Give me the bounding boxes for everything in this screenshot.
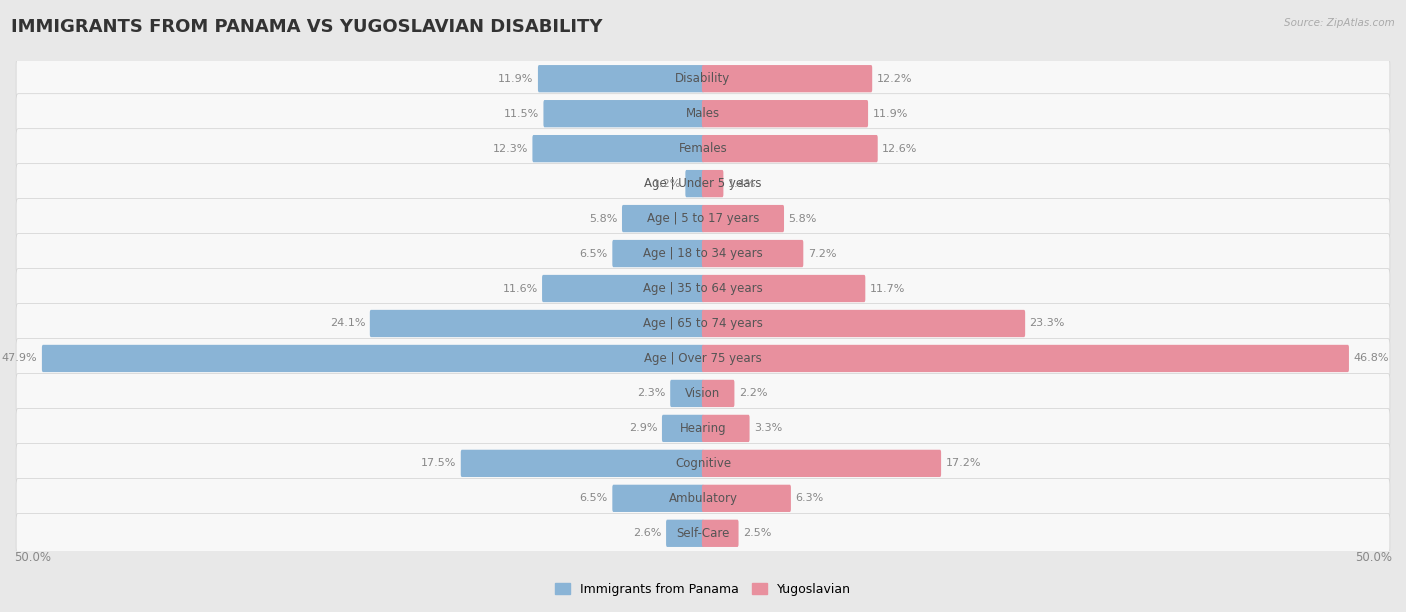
Text: 11.9%: 11.9%	[498, 73, 533, 84]
FancyBboxPatch shape	[15, 408, 1391, 449]
Text: 6.5%: 6.5%	[579, 248, 607, 258]
Text: Cognitive: Cognitive	[675, 457, 731, 470]
Text: 11.7%: 11.7%	[870, 283, 905, 294]
FancyBboxPatch shape	[15, 479, 1391, 518]
Text: 24.1%: 24.1%	[330, 318, 366, 329]
Text: 1.4%: 1.4%	[728, 179, 756, 188]
Text: 6.5%: 6.5%	[579, 493, 607, 503]
Text: 6.3%: 6.3%	[796, 493, 824, 503]
Text: 47.9%: 47.9%	[1, 354, 38, 364]
Text: 46.8%: 46.8%	[1354, 354, 1389, 364]
FancyBboxPatch shape	[702, 170, 724, 197]
FancyBboxPatch shape	[538, 65, 704, 92]
Legend: Immigrants from Panama, Yugoslavian: Immigrants from Panama, Yugoslavian	[550, 578, 856, 601]
FancyBboxPatch shape	[461, 450, 704, 477]
Text: Age | 5 to 17 years: Age | 5 to 17 years	[647, 212, 759, 225]
FancyBboxPatch shape	[702, 415, 749, 442]
FancyBboxPatch shape	[15, 234, 1391, 274]
FancyBboxPatch shape	[543, 275, 704, 302]
FancyBboxPatch shape	[15, 129, 1391, 168]
Text: 2.5%: 2.5%	[742, 528, 772, 539]
Text: Age | 35 to 64 years: Age | 35 to 64 years	[643, 282, 763, 295]
FancyBboxPatch shape	[42, 345, 704, 372]
FancyBboxPatch shape	[533, 135, 704, 162]
Text: 5.8%: 5.8%	[589, 214, 617, 223]
Text: 17.5%: 17.5%	[420, 458, 457, 468]
FancyBboxPatch shape	[15, 269, 1391, 308]
FancyBboxPatch shape	[702, 450, 941, 477]
Text: 5.8%: 5.8%	[789, 214, 817, 223]
Text: Age | Over 75 years: Age | Over 75 years	[644, 352, 762, 365]
FancyBboxPatch shape	[15, 199, 1391, 239]
FancyBboxPatch shape	[613, 485, 704, 512]
Text: Ambulatory: Ambulatory	[668, 492, 738, 505]
Text: 2.9%: 2.9%	[628, 424, 658, 433]
Text: 12.6%: 12.6%	[882, 144, 918, 154]
FancyBboxPatch shape	[702, 380, 734, 407]
Text: 2.6%: 2.6%	[633, 528, 662, 539]
FancyBboxPatch shape	[702, 310, 1025, 337]
FancyBboxPatch shape	[370, 310, 704, 337]
FancyBboxPatch shape	[15, 94, 1391, 133]
Text: 7.2%: 7.2%	[807, 248, 837, 258]
Text: Age | Under 5 years: Age | Under 5 years	[644, 177, 762, 190]
Text: 2.2%: 2.2%	[738, 389, 768, 398]
Text: 17.2%: 17.2%	[945, 458, 981, 468]
FancyBboxPatch shape	[666, 520, 704, 547]
Text: 50.0%: 50.0%	[1355, 551, 1392, 564]
FancyBboxPatch shape	[702, 240, 803, 267]
FancyBboxPatch shape	[702, 485, 792, 512]
FancyBboxPatch shape	[662, 415, 704, 442]
Text: 2.3%: 2.3%	[637, 389, 666, 398]
FancyBboxPatch shape	[702, 135, 877, 162]
FancyBboxPatch shape	[613, 240, 704, 267]
FancyBboxPatch shape	[15, 444, 1391, 483]
Text: Disability: Disability	[675, 72, 731, 85]
Text: IMMIGRANTS FROM PANAMA VS YUGOSLAVIAN DISABILITY: IMMIGRANTS FROM PANAMA VS YUGOSLAVIAN DI…	[11, 18, 603, 36]
FancyBboxPatch shape	[702, 205, 785, 232]
Text: Males: Males	[686, 107, 720, 120]
Text: 11.9%: 11.9%	[873, 109, 908, 119]
FancyBboxPatch shape	[15, 513, 1391, 553]
FancyBboxPatch shape	[15, 163, 1391, 204]
FancyBboxPatch shape	[702, 65, 872, 92]
FancyBboxPatch shape	[671, 380, 704, 407]
FancyBboxPatch shape	[702, 100, 868, 127]
Text: Source: ZipAtlas.com: Source: ZipAtlas.com	[1284, 18, 1395, 28]
Text: 23.3%: 23.3%	[1029, 318, 1064, 329]
FancyBboxPatch shape	[15, 338, 1391, 378]
FancyBboxPatch shape	[15, 373, 1391, 413]
Text: 50.0%: 50.0%	[14, 551, 51, 564]
FancyBboxPatch shape	[702, 275, 865, 302]
Text: 1.2%: 1.2%	[652, 179, 681, 188]
Text: 12.3%: 12.3%	[492, 144, 529, 154]
FancyBboxPatch shape	[544, 100, 704, 127]
FancyBboxPatch shape	[15, 304, 1391, 343]
Text: 11.6%: 11.6%	[502, 283, 537, 294]
Text: 3.3%: 3.3%	[754, 424, 782, 433]
Text: Self-Care: Self-Care	[676, 527, 730, 540]
Text: Vision: Vision	[685, 387, 721, 400]
FancyBboxPatch shape	[621, 205, 704, 232]
Text: Age | 65 to 74 years: Age | 65 to 74 years	[643, 317, 763, 330]
Text: Age | 18 to 34 years: Age | 18 to 34 years	[643, 247, 763, 260]
FancyBboxPatch shape	[702, 520, 738, 547]
Text: Hearing: Hearing	[679, 422, 727, 435]
Text: Females: Females	[679, 142, 727, 155]
FancyBboxPatch shape	[685, 170, 704, 197]
FancyBboxPatch shape	[702, 345, 1348, 372]
FancyBboxPatch shape	[15, 59, 1391, 99]
Text: 12.2%: 12.2%	[876, 73, 912, 84]
Text: 11.5%: 11.5%	[503, 109, 538, 119]
